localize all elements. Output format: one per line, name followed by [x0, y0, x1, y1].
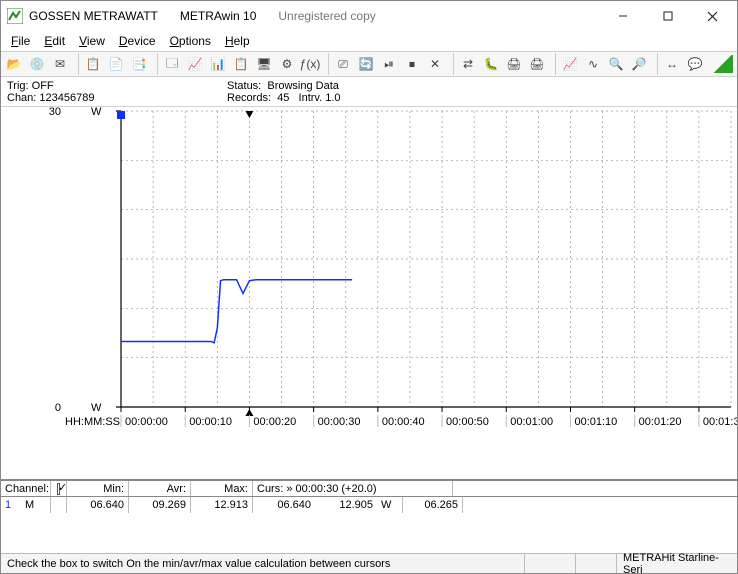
toolbar-button-7[interactable]: 📈	[184, 53, 206, 75]
toolbar-button-16[interactable]: ⏹	[401, 53, 423, 75]
svg-text:00:01:10: 00:01:10	[574, 416, 617, 428]
col-channel: Channel:	[1, 481, 51, 496]
toolbar: 📂💿✉📋📄📑🗔📈📊📋🖥⚙ƒ(x)⎚🔄⏯⏹✕⇄🐛🖨🖨📈∿🔍🔎↔💬	[1, 51, 737, 77]
toolbar-button-0[interactable]: 📂	[3, 53, 25, 75]
col-avr: Avr:	[129, 481, 191, 496]
table-row: 1 M 06.640 09.269 12.913 06.640 12.905 W…	[1, 497, 737, 513]
toolbar-button-21[interactable]: 🖨	[526, 53, 548, 75]
row-c1: 06.640	[253, 497, 315, 513]
toolbar-indicator-icon	[713, 55, 733, 73]
status-panel: Trig: OFF Chan: 123456789 Status: Browsi…	[1, 77, 737, 107]
status-empty-1	[525, 554, 575, 573]
menu-device[interactable]: Device	[113, 32, 162, 50]
minimize-button[interactable]	[600, 2, 645, 30]
menu-bar: FileEditViewDeviceOptionsHelp	[1, 31, 737, 51]
row-mode: M	[21, 497, 51, 513]
toolbar-button-25[interactable]: 🔎	[628, 53, 650, 75]
title-bar: GOSSEN METRAWATT METRAwin 10 Unregistere…	[1, 1, 737, 31]
toolbar-button-12[interactable]: ƒ(x)	[299, 53, 321, 75]
toolbar-button-18[interactable]: ⇄	[457, 53, 479, 75]
menu-help[interactable]: Help	[219, 32, 256, 50]
toolbar-button-3[interactable]: 📋	[82, 53, 104, 75]
svg-text:0: 0	[55, 402, 61, 414]
chart-area: 0 W 30 W 00:00:00 00:00:10 00:00:20 00:00:30 00:…	[1, 107, 737, 479]
svg-text:00:00:00: 00:00:00	[125, 416, 168, 428]
table-header: Channel: Min: Avr: Max: Curs: » 00:00:30…	[1, 481, 737, 497]
toolbar-button-4[interactable]: 📄	[105, 53, 127, 75]
chart-plot[interactable]: 0 W 30 W 00:00:00 00:00:10 00:00:20 00:00:30 00:…	[1, 107, 737, 479]
toolbar-button-11[interactable]: ⚙	[276, 53, 298, 75]
data-table: Channel: Min: Avr: Max: Curs: » 00:00:30…	[1, 479, 737, 553]
app-window: GOSSEN METRAWATT METRAwin 10 Unregistere…	[0, 0, 738, 574]
row-unit: W	[377, 497, 403, 513]
toolbar-button-15[interactable]: ⏯	[378, 53, 400, 75]
svg-text:W: W	[91, 402, 102, 414]
status-hint: Check the box to switch On the min/avr/m…	[1, 554, 524, 573]
toolbar-button-26[interactable]: ↔	[661, 53, 683, 75]
status-device: METRAHit Starline-Seri	[617, 554, 737, 573]
toolbar-button-27[interactable]: 💬	[684, 53, 706, 75]
trig-status: Trig: OFF	[7, 80, 215, 92]
row-c2: 12.905	[315, 497, 377, 513]
toolbar-button-19[interactable]: 🐛	[480, 53, 502, 75]
menu-edit[interactable]: Edit	[38, 32, 71, 50]
chart-svg: 0 W 30 W 00:00:00 00:00:10 00:00:20 00:00:30 00:…	[1, 107, 737, 437]
svg-text:HH:MM:SS: HH:MM:SS	[65, 416, 120, 428]
svg-text:00:01:00: 00:01:00	[510, 416, 553, 428]
svg-text:W: W	[91, 107, 102, 118]
svg-text:30: 30	[49, 107, 61, 118]
svg-text:00:01:20: 00:01:20	[639, 416, 682, 428]
title-status: Unregistered copy	[278, 9, 375, 23]
toolbar-button-14[interactable]: 🔄	[355, 53, 377, 75]
status-bar: Check the box to switch On the min/avr/m…	[1, 553, 737, 573]
toolbar-button-13[interactable]: ⎚	[332, 53, 354, 75]
toolbar-button-10[interactable]: 🖥	[253, 53, 275, 75]
svg-text:00:00:30: 00:00:30	[318, 416, 361, 428]
svg-text:00:00:50: 00:00:50	[446, 416, 489, 428]
svg-text:00:01:30: 00:01:30	[703, 416, 737, 428]
toolbar-button-23[interactable]: ∿	[582, 53, 604, 75]
col-max: Max:	[191, 481, 253, 496]
row-avr: 09.269	[129, 497, 191, 513]
row-c3: 06.265	[403, 497, 463, 513]
row-ch: 1	[1, 497, 21, 513]
records-status: Records: 45 Intrv. 1.0	[227, 92, 341, 104]
svg-text:00:00:10: 00:00:10	[189, 416, 232, 428]
col-curs: Curs: » 00:00:30 (+20.0)	[253, 481, 453, 496]
toolbar-button-22[interactable]: 📈	[559, 53, 581, 75]
title-app: METRAwin 10	[180, 9, 256, 23]
col-channel-label: Channel:	[5, 483, 49, 495]
browse-status: Status: Browsing Data	[227, 80, 341, 92]
menu-options[interactable]: Options	[164, 32, 217, 50]
app-icon	[7, 8, 23, 24]
maximize-button[interactable]	[645, 2, 690, 30]
toolbar-button-1[interactable]: 💿	[26, 53, 48, 75]
col-checkbox[interactable]	[51, 481, 67, 496]
row-min: 06.640	[67, 497, 129, 513]
toolbar-button-17[interactable]: ✕	[424, 53, 446, 75]
toolbar-button-6[interactable]: 🗔	[161, 53, 183, 75]
row-max: 12.913	[191, 497, 253, 513]
svg-text:00:00:40: 00:00:40	[382, 416, 425, 428]
close-button[interactable]	[690, 2, 735, 30]
toolbar-button-5[interactable]: 📑	[128, 53, 150, 75]
toolbar-button-8[interactable]: 📊	[207, 53, 229, 75]
title-brand: GOSSEN METRAWATT	[29, 9, 158, 23]
channel-list: Chan: 123456789	[7, 92, 215, 104]
status-empty-2	[576, 554, 616, 573]
menu-file[interactable]: File	[5, 32, 36, 50]
svg-text:00:00:20: 00:00:20	[253, 416, 296, 428]
menu-view[interactable]: View	[73, 32, 111, 50]
col-min: Min:	[67, 481, 129, 496]
toolbar-button-24[interactable]: 🔍	[605, 53, 627, 75]
toolbar-button-2[interactable]: ✉	[49, 53, 71, 75]
minmax-checkbox-icon	[57, 483, 60, 495]
toolbar-button-9[interactable]: 📋	[230, 53, 252, 75]
toolbar-button-20[interactable]: 🖨	[503, 53, 525, 75]
